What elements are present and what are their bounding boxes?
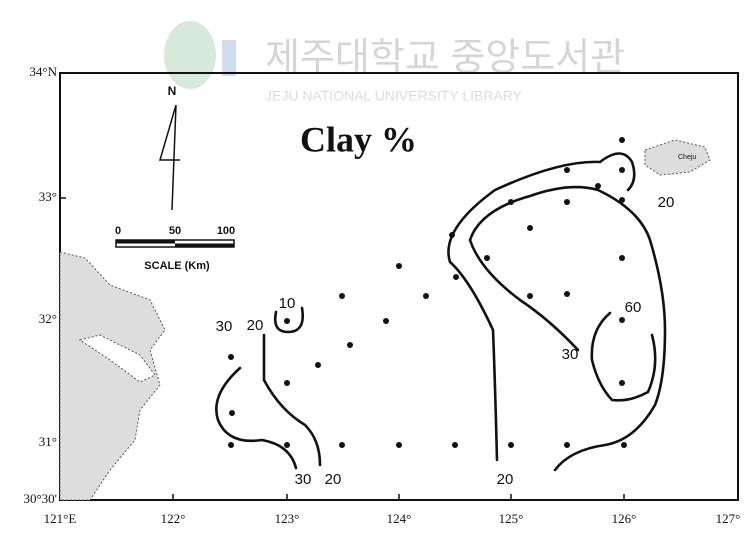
contour-label: 10 — [279, 295, 296, 312]
contour-label: 20 — [497, 471, 514, 488]
scale-bar: 0 50 100 SCALE (Km) — [115, 225, 235, 272]
north-label: N — [168, 84, 177, 98]
scale-caption: SCALE (Km) — [144, 260, 210, 272]
contour-label: 60 — [625, 299, 642, 316]
lon-label: 122° — [161, 511, 186, 526]
lat-label: 33° — [39, 189, 57, 204]
lat-label: 30°30' — [23, 491, 57, 506]
lon-label: 123° — [275, 511, 300, 526]
contour-label: 20 — [247, 317, 264, 334]
watermark-english: JEJU NATIONAL UNIVERSITY LIBRARY — [265, 88, 523, 104]
contour-label: 20 — [658, 194, 675, 211]
scale-tick: 100 — [217, 225, 235, 237]
lon-label: 124° — [387, 511, 412, 526]
lon-label: 121°E — [44, 511, 77, 526]
lat-label: 32° — [39, 311, 57, 326]
contours — [215, 152, 667, 472]
lon-label: 125° — [499, 511, 524, 526]
scale-tick: 0 — [115, 225, 121, 237]
scale-tick: 50 — [169, 225, 181, 237]
contour-labels: 10 30 20 30 20 20 30 60 20 — [216, 194, 675, 488]
lat-label: 34°N — [29, 64, 57, 79]
lon-label: 126° — [612, 511, 637, 526]
cheju-island — [644, 139, 711, 176]
contour-label: 30 — [295, 471, 312, 488]
lon-label: 127° — [716, 511, 741, 526]
watermark: 제주대학교 중앙도서관 JEJU NATIONAL UNIVERSITY LIB… — [164, 21, 625, 104]
stations — [228, 137, 627, 448]
map-title: Clay % — [300, 119, 417, 159]
lat-label: 31° — [39, 434, 57, 449]
place-label: Cheju — [678, 154, 696, 161]
north-arrow — [159, 104, 180, 211]
watermark-logo — [164, 21, 216, 89]
contour-label: 30 — [562, 346, 579, 363]
coastline — [59, 251, 166, 501]
contour-label: 20 — [325, 471, 342, 488]
island — [78, 334, 156, 383]
contour-label: 30 — [216, 318, 233, 335]
watermark-logo — [222, 40, 236, 76]
